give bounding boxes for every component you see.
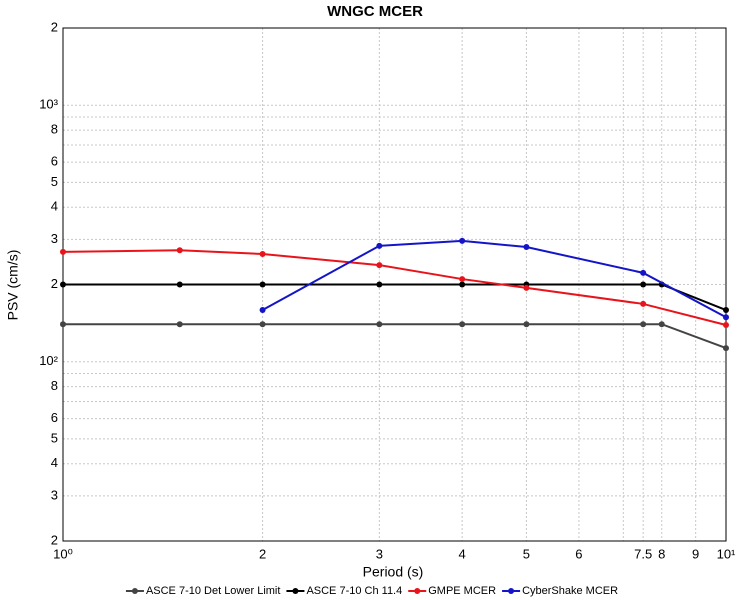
series-line — [262, 239, 727, 319]
x-tick-label: 9 — [692, 546, 699, 561]
series-line — [62, 249, 727, 327]
legend-marker — [414, 588, 421, 594]
y-tick-label: 3 — [51, 231, 58, 246]
x-tick-label: 7.5 — [634, 546, 652, 561]
data-point — [60, 248, 66, 255]
data-point — [459, 321, 466, 328]
y-tick-label: 8 — [51, 378, 58, 393]
y-tick-label: 4 — [51, 455, 58, 470]
y-tick-label: 6 — [51, 154, 58, 169]
x-tick-label: 4 — [459, 546, 466, 561]
data-point — [376, 262, 383, 269]
data-point — [723, 345, 729, 352]
data-point — [60, 321, 66, 328]
y-tick-label: 6 — [51, 410, 58, 425]
data-point — [459, 281, 466, 288]
data-point — [723, 314, 729, 321]
x-tick-label: 10⁰ — [53, 546, 73, 561]
legend-marker — [292, 588, 299, 594]
data-point — [640, 269, 647, 276]
y-tick-label: 5 — [51, 430, 58, 445]
data-point — [376, 321, 383, 328]
y-tick-label: 10³ — [39, 97, 58, 112]
y-tick-label: 10² — [39, 353, 58, 368]
legend-marker — [508, 588, 515, 594]
legend-label: GMPE MCER — [428, 585, 496, 597]
data-point — [259, 250, 266, 257]
legend-label: ASCE 7-10 Ch 11.4 — [306, 585, 402, 597]
data-point — [459, 276, 466, 283]
data-point — [640, 281, 647, 288]
data-point — [640, 300, 647, 307]
x-axis-label: Period (s) — [363, 564, 424, 580]
x-tick-label: 3 — [376, 546, 383, 561]
data-point — [523, 284, 530, 291]
data-point — [658, 321, 665, 328]
data-point — [176, 281, 183, 288]
y-tick-label: 8 — [51, 122, 58, 137]
data-point — [376, 281, 383, 288]
data-point — [459, 237, 466, 244]
data-point — [176, 321, 183, 328]
y-tick-label: 4 — [51, 199, 58, 214]
data-point — [60, 281, 66, 288]
y-tick-label: 2 — [51, 19, 58, 34]
y-tick-label: 2 — [51, 276, 58, 291]
y-tick-label: 5 — [51, 174, 58, 189]
chart-title: WNGC MCER — [327, 3, 423, 20]
legend-label: CyberShake MCER — [522, 585, 618, 597]
data-point — [376, 242, 383, 249]
data-point — [723, 322, 729, 329]
data-point — [523, 244, 530, 251]
legend: ASCE 7-10 Det Lower Limit ASCE 7-10 Ch 11… — [125, 585, 618, 597]
y-tick-label: 2 — [51, 532, 58, 547]
y-axis-label: PSV (cm/s) — [5, 250, 21, 321]
legend-label: ASCE 7-10 Det Lower Limit — [146, 585, 281, 597]
x-tick-label: 6 — [575, 546, 582, 561]
x-tick-label: 5 — [523, 546, 530, 561]
data-point — [176, 247, 183, 254]
y-tick-label: 3 — [51, 487, 58, 502]
data-point — [259, 307, 266, 314]
x-tick-label: 10¹ — [717, 546, 736, 561]
x-tick-label: 2 — [259, 546, 266, 561]
legend-marker — [131, 588, 138, 594]
data-point — [523, 321, 530, 328]
data-point — [259, 281, 266, 288]
data-point — [723, 307, 729, 314]
data-point — [640, 321, 647, 328]
data-point — [259, 321, 266, 328]
x-tick-label: 8 — [658, 546, 665, 561]
